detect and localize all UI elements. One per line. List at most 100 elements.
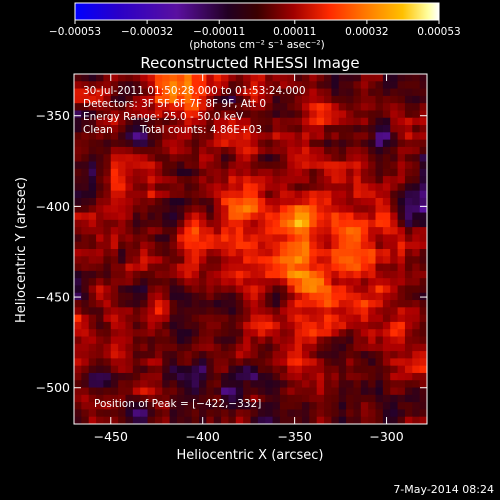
heatmap-pixel: [88, 307, 97, 316]
heatmap-pixel: [235, 365, 244, 374]
heatmap-pixel: [353, 270, 362, 279]
heatmap-pixel: [96, 205, 105, 214]
heatmap-pixel: [221, 183, 230, 192]
heatmap-pixel: [118, 146, 127, 155]
heatmap-pixel: [360, 351, 369, 359]
heatmap-pixel: [132, 270, 141, 279]
heatmap-pixel: [125, 394, 134, 403]
heatmap-pixel: [309, 285, 318, 294]
heatmap-pixel: [206, 416, 215, 424]
heatmap-pixel: [169, 81, 178, 90]
heatmap-pixel: [353, 168, 362, 177]
heatmap-pixel: [309, 132, 318, 141]
heatmap-pixel: [250, 394, 259, 403]
heatmap-pixel: [96, 103, 105, 112]
heatmap-pixel: [243, 263, 252, 272]
heatmap-pixel: [132, 380, 141, 389]
heatmap-pixel: [213, 387, 222, 396]
heatmap-pixel: [338, 110, 347, 119]
heatmap-pixel: [390, 241, 399, 250]
heatmap-pixel: [279, 227, 288, 236]
heatmap-pixel: [154, 176, 163, 184]
heatmap-pixel: [125, 365, 134, 374]
heatmap-pixel: [324, 234, 332, 243]
heatmap-pixel: [382, 343, 391, 352]
heatmap-pixel: [191, 380, 200, 389]
heatmap-pixel: [250, 139, 259, 148]
heatmap-pixel: [176, 227, 185, 236]
heatmap-pixel: [353, 205, 362, 214]
heatmap-pixel: [346, 103, 355, 112]
heatmap-pixel: [243, 307, 252, 316]
heatmap-pixel: [169, 205, 178, 214]
heatmap-pixel: [309, 168, 318, 177]
heatmap-pixel: [272, 183, 281, 192]
heatmap-pixel: [176, 307, 185, 316]
heatmap-pixel: [382, 336, 391, 345]
heatmap-pixel: [147, 190, 156, 199]
heatmap-pixel: [228, 314, 237, 323]
heatmap-pixel: [301, 81, 310, 90]
heatmap-pixel: [191, 234, 200, 243]
heatmap-pixel: [103, 365, 112, 374]
heatmap-pixel: [74, 205, 82, 214]
heatmap-pixel: [412, 212, 421, 221]
heatmap-pixel: [324, 409, 332, 418]
heatmap-pixel: [103, 343, 112, 352]
heatmap-pixel: [118, 117, 127, 126]
heatmap-pixel: [88, 314, 97, 323]
heatmap-pixel: [169, 300, 178, 308]
heatmap-pixel: [169, 343, 178, 352]
heatmap-pixel: [103, 278, 112, 287]
heatmap-pixel: [81, 249, 90, 257]
heatmap-pixel: [331, 365, 340, 374]
heatmap-pixel: [110, 176, 119, 184]
heatmap-pixel: [316, 219, 325, 228]
heatmap-pixel: [324, 380, 332, 389]
heatmap-pixel: [404, 249, 413, 257]
heatmap-pixel: [397, 249, 406, 257]
heatmap-pixel: [294, 365, 303, 374]
heatmap-pixel: [243, 168, 252, 177]
heatmap-pixel: [140, 212, 149, 221]
heatmap-pixel: [74, 300, 82, 308]
heatmap-pixel: [96, 219, 105, 228]
heatmap-pixel: [338, 117, 347, 126]
heatmap-pixel: [147, 292, 156, 301]
heatmap-pixel: [353, 256, 362, 265]
heatmap-pixel: [74, 365, 82, 374]
heatmap-pixel: [221, 241, 230, 250]
heatmap-pixel: [331, 139, 340, 148]
heatmap-pixel: [272, 132, 281, 141]
heatmap-pixel: [235, 146, 244, 155]
heatmap-pixel: [154, 132, 163, 141]
heatmap-pixel: [390, 351, 399, 359]
heatmap-pixel: [74, 387, 82, 396]
heatmap-pixel: [404, 212, 413, 221]
heatmap-pixel: [132, 409, 141, 418]
heatmap-pixel: [353, 95, 362, 104]
heatmap-pixel: [81, 409, 90, 418]
heatmap-pixel: [316, 416, 325, 424]
heatmap-pixel: [169, 197, 178, 206]
heatmap-pixel: [140, 81, 149, 90]
heatmap-pixel: [272, 300, 281, 308]
heatmap-pixel: [309, 387, 318, 396]
heatmap-pixel: [176, 234, 185, 243]
heatmap-pixel: [294, 176, 303, 184]
heatmap-pixel: [88, 88, 97, 97]
heatmap-pixel: [375, 394, 384, 403]
heatmap-pixel: [221, 110, 230, 119]
heatmap-pixel: [96, 314, 105, 323]
heatmap-pixel: [162, 409, 171, 418]
heatmap-pixel: [96, 110, 105, 119]
heatmap-pixel: [103, 139, 112, 148]
heatmap-pixel: [353, 241, 362, 250]
heatmap-pixel: [74, 336, 82, 345]
total-counts-text: Total counts: 4.86E+03: [139, 124, 262, 136]
heatmap-pixel: [294, 197, 303, 206]
heatmap-pixel: [213, 409, 222, 418]
heatmap-pixel: [74, 351, 82, 359]
heatmap-pixel: [279, 125, 288, 133]
heatmap-pixel: [279, 372, 288, 381]
